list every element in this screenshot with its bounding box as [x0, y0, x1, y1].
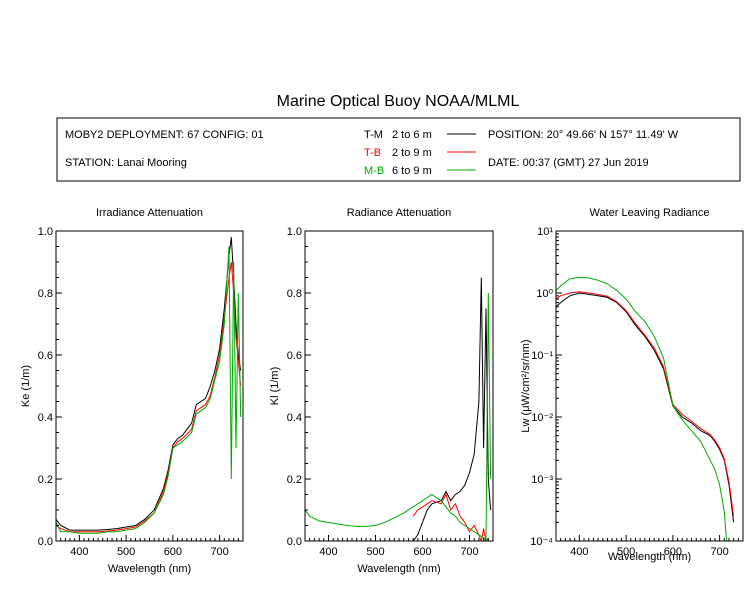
panel-title: Irradiance Attenuation: [96, 207, 203, 219]
y-tick-label: 0.8: [38, 288, 53, 300]
legend-range-m-b: 6 to 9 m: [392, 165, 432, 177]
series-line-m-b: [305, 292, 492, 541]
y-tick-label: 0.4: [38, 412, 53, 424]
y-tick-label: 0.2: [287, 474, 302, 486]
y-tick-label: 0.0: [38, 536, 53, 548]
x-tick-label: 400: [70, 546, 88, 558]
y-tick-label: 1.0: [287, 226, 302, 238]
y-tick-label: 0.6: [38, 350, 53, 362]
position-text: POSITION: 20° 49.66' N 157° 11.49' W: [488, 129, 679, 141]
y-tick-label: 0.0: [287, 536, 302, 548]
legend-code-m-b: M-B: [364, 165, 384, 177]
x-tick-label: 400: [570, 546, 588, 558]
deployment-text: MOBY2 DEPLOYMENT: 67 CONFIG: 01: [65, 129, 264, 141]
series-line-t-b: [556, 291, 735, 517]
legend-range-t-b: 2 to 9 m: [392, 147, 432, 159]
chart-panel-3: Water Leaving Radiance 400 500 600 700 10⁻⁴ 10…: [520, 207, 744, 563]
info-box: MOBY2 DEPLOYMENT: 67 CONFIG: 01 STATION:…: [56, 117, 741, 182]
y-tick-label: 0.6: [287, 350, 302, 362]
series-line-m-b: [56, 246, 242, 534]
panel-title: Water Leaving Radiance: [589, 207, 709, 219]
x-tick-label: 600: [664, 546, 682, 558]
y-axis-label: Kl (1/m): [269, 367, 281, 406]
x-tick-label: 700: [460, 546, 478, 558]
y-tick-label: 10⁰: [536, 288, 553, 300]
x-axis-label: Wavelength (nm): [108, 563, 191, 575]
x-axis-label: Wavelength (nm): [357, 563, 440, 575]
plot-frame: [304, 230, 494, 542]
x-axis-label: Wavelength (nm): [608, 551, 691, 563]
station-text: STATION: Lanai Mooring: [65, 157, 187, 169]
date-text: DATE: 00:37 (GMT) 27 Jun 2019: [488, 157, 649, 169]
series-line-t-m: [412, 277, 492, 541]
y-axis-label: Ke (1/m): [20, 365, 32, 407]
y-tick-label: 0.2: [38, 474, 53, 486]
legend-range-t-m: 2 to 6 m: [392, 129, 432, 141]
x-tick-label: 600: [413, 546, 431, 558]
series-line-t-b: [56, 261, 242, 533]
x-tick-label: 600: [164, 546, 182, 558]
y-tick-label: 10¹: [537, 226, 553, 238]
chart-panel-2: Radiance Attenuation 400 500 600 700 0.0 0.2 0.…: [269, 207, 494, 575]
y-tick-label: 10⁻¹: [531, 350, 553, 362]
y-tick-label: 1.0: [38, 226, 53, 238]
series-line-t-b: [412, 493, 489, 541]
y-tick-label: 10⁻⁴: [530, 536, 553, 548]
legend: T-M 2 to 6 m T-B 2 to 9 m M-B 6 to 9 m: [364, 129, 476, 177]
page-title: Marine Optical Buoy NOAA/MLML: [277, 93, 520, 110]
x-tick-label: 700: [710, 546, 728, 558]
y-tick-label: 10⁻³: [531, 474, 553, 486]
chart-panel-1: Irradiance Attenuation 400 500 600 700 0.0 0.2…: [20, 207, 244, 575]
info-box-frame: [56, 117, 741, 182]
legend-code-t-m: T-M: [364, 129, 383, 141]
series-line-t-m: [556, 292, 735, 523]
y-tick-label: 10⁻²: [531, 412, 553, 424]
y-tick-label: 0.8: [287, 288, 302, 300]
x-tick-label: 500: [366, 546, 384, 558]
x-tick-label: 700: [210, 546, 228, 558]
y-axis-label: Lw (μW/cm²/sr/nm): [520, 339, 532, 432]
chart-panels: Irradiance Attenuation 400 500 600 700 0.0 0.2…: [20, 207, 744, 575]
y-tick-label: 0.4: [287, 412, 302, 424]
x-tick-label: 500: [117, 546, 135, 558]
plot-frame: [55, 230, 244, 542]
panel-title: Radiance Attenuation: [347, 207, 452, 219]
series-line-m-b: [556, 276, 728, 541]
x-tick-label: 500: [617, 546, 635, 558]
x-tick-label: 400: [319, 546, 337, 558]
legend-code-t-b: T-B: [364, 147, 381, 159]
